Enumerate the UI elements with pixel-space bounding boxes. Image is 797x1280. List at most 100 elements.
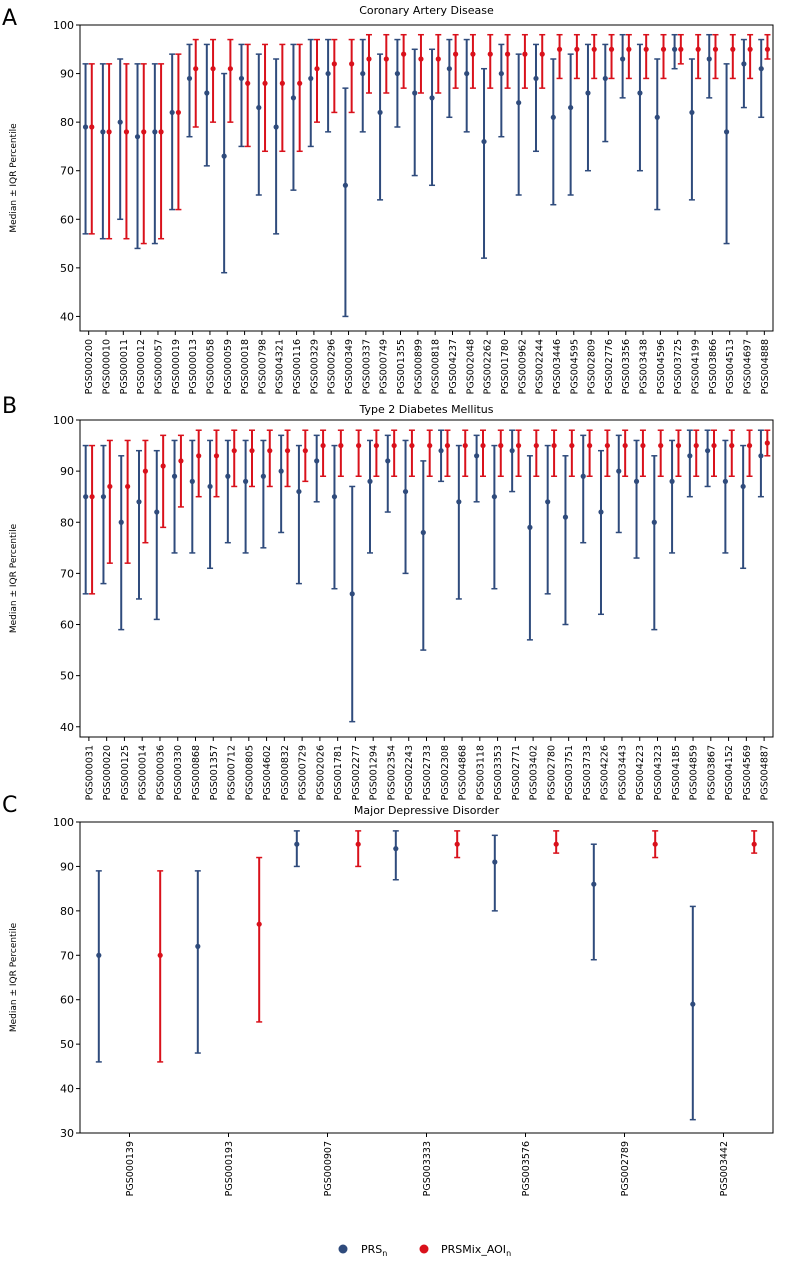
x-tick-label: PGS000337 [361,339,372,394]
x-tick-label: PGS004513 [725,339,736,394]
x-tick-label: PGS004152 [724,745,735,800]
y-tick-label: 50 [60,1038,74,1051]
x-tick-label: PGS004596 [656,339,667,394]
median-point [671,46,678,52]
median-point [189,478,195,484]
x-tick-label: PGS001357 [209,745,220,800]
x-tick-label: PGS002771 [511,745,522,800]
median-point [338,442,344,449]
median-point [207,483,213,490]
x-tick-label: PGS003725 [673,339,684,394]
median-point [385,458,391,464]
median-point [678,46,684,52]
x-tick-label: PGS002026 [315,745,326,800]
x-tick-label: PGS004226 [600,745,611,800]
median-point [690,1001,696,1007]
median-point [125,483,131,490]
median-point [687,453,693,459]
median-point [470,51,476,57]
median-point [297,80,303,86]
y-tick-label: 50 [60,670,74,683]
median-point [515,442,522,449]
median-point [96,952,102,958]
panel-c: C Major Depressive Disorder Median ± IQR P… [2,793,774,1196]
x-tick-label: PGS004602 [262,745,273,800]
x-tick-label: PGS004887 [760,745,771,800]
median-point [260,473,266,479]
median-point [604,442,610,449]
median-point [89,124,95,130]
median-point [355,841,361,847]
x-tick-label: PGS000014 [138,745,149,800]
median-point [225,473,231,479]
median-point [171,473,178,479]
median-point [730,46,736,52]
median-point [418,56,424,62]
x-tick-label: PGS002262 [483,339,494,394]
median-point [689,109,695,116]
legend-label-prsmix: PRSMix_AOIn [441,1243,511,1258]
median-point [481,138,487,145]
median-point [267,448,273,454]
x-tick-label: PGS000125 [120,745,131,800]
x-tick-label: PGS001780 [500,339,511,394]
median-point [587,442,593,449]
median-point [196,453,202,459]
x-tick-label: PGS002809 [587,339,598,394]
median-point [533,442,539,449]
plot-frame [79,419,774,738]
x-tick-label: PGS003356 [621,339,632,394]
median-point [446,66,452,72]
median-point [117,119,123,125]
median-point [553,841,559,847]
median-point [256,921,262,927]
median-point [412,90,418,96]
x-tick-label: PGS004697 [743,339,754,394]
median-point [585,90,591,96]
median-point [394,70,400,77]
x-tick-label: PGS002789 [620,1141,631,1196]
median-point [249,448,255,454]
y-tick-label: 70 [60,165,74,178]
median-point [349,591,355,597]
y-tick-label: 50 [60,262,74,275]
x-tick-label: PGS000729 [298,745,309,800]
legend: PRSn PRSMix_AOIn [338,1243,511,1258]
median-point [580,473,586,479]
median-point [453,51,459,57]
x-tick-label: PGS000193 [224,1141,235,1196]
plot-frame [79,821,774,1134]
median-point [504,51,511,57]
x-tick-label: PGS001294 [369,745,380,800]
median-point [562,514,569,520]
median-point [349,61,355,67]
median-point [741,61,747,67]
median-point [373,442,379,449]
median-point [462,442,468,449]
median-point [178,458,184,464]
x-tick-label: PGS004595 [569,339,580,394]
median-point [136,499,142,505]
x-tick-label: PGS000329 [309,339,320,394]
x-tick-label: PGS000798 [257,339,268,394]
x-tick-label: PGS003446 [552,339,563,394]
median-point [591,46,597,52]
legend-marker-prsmix [419,1244,429,1254]
median-point [747,46,753,52]
median-point [356,442,362,449]
x-tick-label: PGS000899 [413,339,424,394]
x-tick-label: PGS000868 [191,745,202,800]
median-point [89,494,95,500]
median-point [118,519,124,525]
x-tick-label: PGS003751 [564,745,575,800]
x-tick-label: PGS002048 [465,339,476,394]
x-tick-label: PGS000019 [171,339,182,394]
y-tick-label: 90 [60,68,74,81]
median-point [342,182,349,188]
median-point [522,51,528,57]
median-point [651,519,657,525]
y-tick-label: 40 [60,310,74,323]
x-tick-label: PGS001781 [333,745,344,800]
median-point [474,453,480,459]
